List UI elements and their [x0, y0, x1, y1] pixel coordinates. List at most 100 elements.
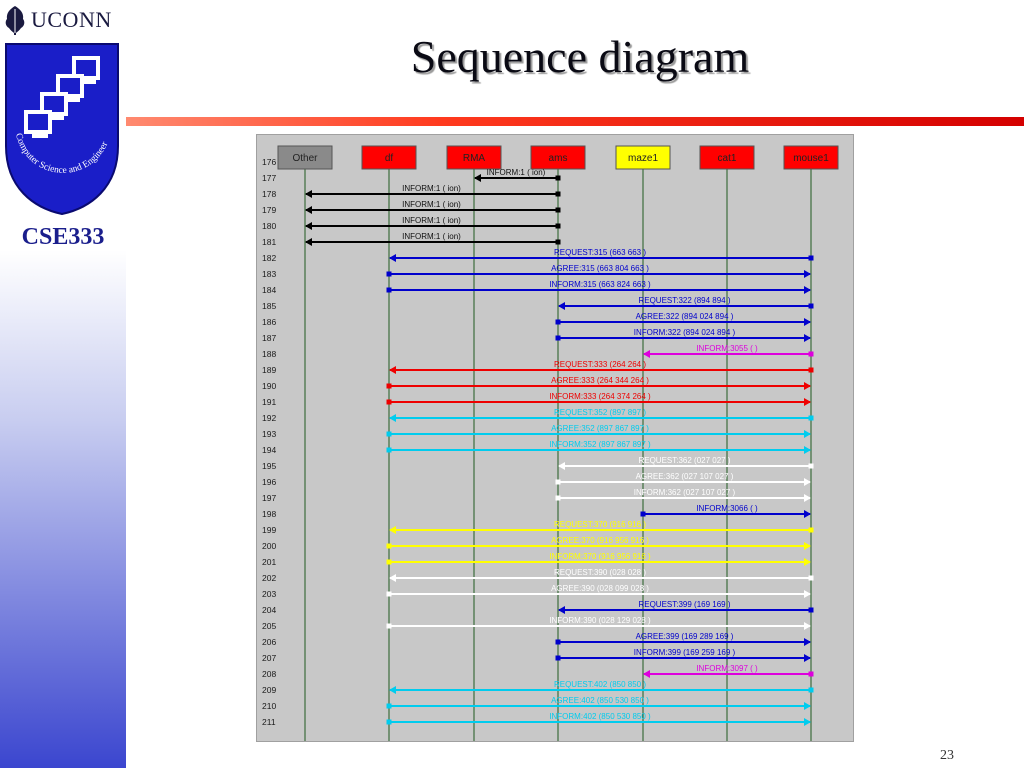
message-origin-marker — [386, 431, 392, 437]
agent-label: Other — [292, 153, 318, 164]
message-arrowhead — [804, 718, 811, 726]
message: AGREE:315 (663 804 663 ) — [386, 264, 811, 278]
row-label: 200 — [262, 541, 276, 551]
agent-header: df — [361, 145, 417, 170]
message-label: INFORM:352 (897 867 897 ) — [549, 440, 651, 449]
message-origin-marker — [808, 575, 814, 581]
message-origin-marker — [386, 399, 392, 405]
message: AGREE:352 (897 867 897 ) — [386, 424, 811, 438]
message-arrowhead — [389, 366, 396, 374]
title-divider — [126, 117, 1024, 126]
page-number: 23 — [940, 748, 954, 763]
message: AGREE:399 (169 289 169 ) — [555, 632, 811, 646]
message-origin-marker — [555, 239, 561, 245]
message: REQUEST:333 (264 264 ) — [389, 360, 814, 374]
message-label: INFORM:1 ( ion) — [402, 184, 461, 193]
message-label: INFORM:402 (850 530 850 ) — [549, 712, 651, 721]
agent-label: maze1 — [628, 153, 658, 164]
message-label: REQUEST:370 (916 916 ) — [554, 520, 646, 529]
row-label: 198 — [262, 509, 276, 519]
message: REQUEST:315 (663 663 ) — [389, 248, 814, 262]
message-arrowhead — [804, 702, 811, 710]
message-label: INFORM:315 (663 824 663 ) — [549, 280, 651, 289]
message: AGREE:370 (916 956 916 ) — [386, 536, 811, 550]
message-arrowhead — [804, 446, 811, 454]
message-label: REQUEST:352 (897 897 ) — [554, 408, 646, 417]
message: AGREE:322 (894 024 894 ) — [555, 312, 811, 326]
row-label: 184 — [262, 285, 276, 295]
message: INFORM:1 ( ion) — [305, 200, 561, 214]
course-code: CSE333 — [21, 224, 105, 250]
message-origin-marker — [386, 559, 392, 565]
message-label: INFORM:322 (894 024 894 ) — [634, 328, 736, 337]
message-arrowhead — [804, 510, 811, 518]
message-origin-marker — [386, 591, 392, 597]
row-label: 181 — [262, 237, 276, 247]
message-label: INFORM:3097 ( ) — [696, 664, 758, 673]
message: INFORM:362 (027 107 027 ) — [555, 488, 811, 502]
row-label: 210 — [262, 701, 276, 711]
message-label: AGREE:362 (027 107 027 ) — [636, 472, 734, 481]
message-label: INFORM:399 (169 259 169 ) — [634, 648, 736, 657]
row-label: 194 — [262, 445, 276, 455]
row-label: 195 — [262, 461, 276, 471]
agent-header: ams — [530, 145, 586, 170]
uconn-text: UCONN — [31, 7, 112, 32]
agent-header: maze1 — [615, 145, 671, 170]
message-label: REQUEST:399 (169 169 ) — [638, 600, 730, 609]
message-label: INFORM:370 (916 956 916 ) — [549, 552, 651, 561]
message-arrowhead — [804, 270, 811, 278]
message: INFORM:352 (897 867 897 ) — [386, 440, 811, 454]
agent-label: df — [385, 153, 394, 164]
message-label: INFORM:1 ( ion) — [402, 200, 461, 209]
sequence-diagram-svg: Other df RMA ams maze1 cat1 mouse1 176 177 178 17… — [262, 145, 839, 741]
row-label: 190 — [262, 381, 276, 391]
agent-box — [446, 145, 502, 170]
message-origin-marker — [555, 479, 561, 485]
message-arrowhead — [389, 526, 396, 534]
message-origin-marker — [808, 351, 814, 357]
message-origin-marker — [386, 271, 392, 277]
message: AGREE:362 (027 107 027 ) — [555, 472, 811, 486]
message-label: INFORM:1 ( ion) — [487, 168, 546, 177]
message-origin-marker — [386, 447, 392, 453]
agent-box — [277, 145, 333, 170]
message-label: AGREE:333 (264 344 264 ) — [551, 376, 649, 385]
agent-header: mouse1 — [783, 145, 839, 170]
oak-leaf-icon — [5, 6, 25, 35]
message-arrowhead — [804, 478, 811, 486]
message-arrowhead — [804, 286, 811, 294]
row-label: 211 — [262, 717, 276, 727]
message-label: AGREE:322 (894 024 894 ) — [636, 312, 734, 321]
message: REQUEST:390 (028 028 ) — [389, 568, 814, 582]
agent-box — [530, 145, 586, 170]
message-arrowhead — [389, 574, 396, 582]
message-origin-marker — [808, 687, 814, 693]
message: INFORM:3066 ( ) — [640, 504, 811, 518]
row-label: 192 — [262, 413, 276, 423]
agent-box — [361, 145, 417, 170]
message: REQUEST:402 (850 850 ) — [389, 680, 814, 694]
agent-header: RMA — [446, 145, 502, 170]
message-label: INFORM:3066 ( ) — [696, 504, 758, 513]
row-label: 193 — [262, 429, 276, 439]
message-origin-marker — [808, 367, 814, 373]
row-label: 201 — [262, 557, 276, 567]
message: INFORM:322 (894 024 894 ) — [555, 328, 811, 342]
agent-label: ams — [549, 153, 568, 164]
message-origin-marker — [386, 703, 392, 709]
row-label: 185 — [262, 301, 276, 311]
message-label: REQUEST:390 (028 028 ) — [554, 568, 646, 577]
message-arrowhead — [804, 430, 811, 438]
message-label: REQUEST:333 (264 264 ) — [554, 360, 646, 369]
message-arrowhead — [804, 318, 811, 326]
message-origin-marker — [640, 511, 646, 517]
message-origin-marker — [555, 495, 561, 501]
message: INFORM:1 ( ion) — [305, 232, 561, 246]
message: INFORM:333 (264 374 264 ) — [386, 392, 811, 406]
message-label: REQUEST:315 (663 663 ) — [554, 248, 646, 257]
message-arrowhead — [558, 462, 565, 470]
row-label: 206 — [262, 637, 276, 647]
message: AGREE:390 (028 099 028 ) — [386, 584, 811, 598]
message: AGREE:333 (264 344 264 ) — [386, 376, 811, 390]
